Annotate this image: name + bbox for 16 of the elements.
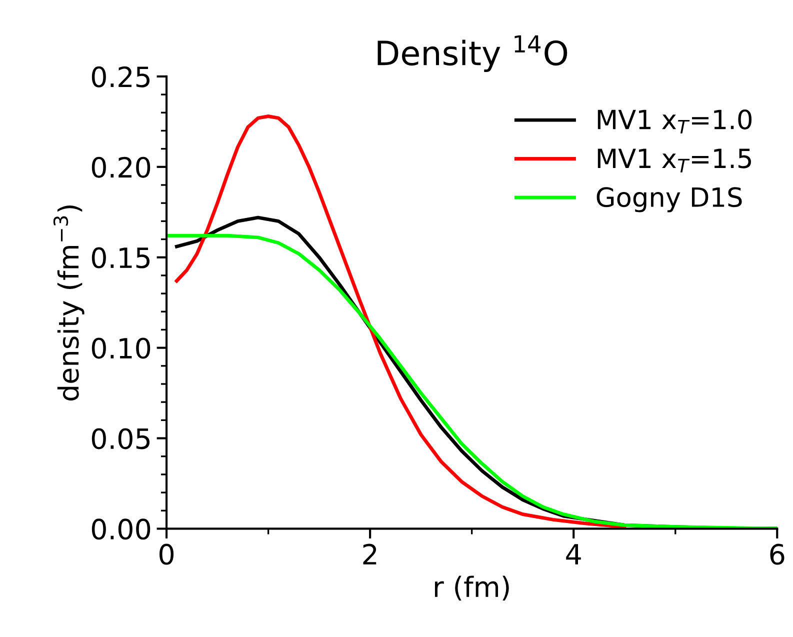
x-axis-title: r (fm) (434, 576, 509, 601)
y-tick-label: 0.25 (92, 66, 150, 88)
y-tick-label: 0.20 (92, 156, 150, 178)
y-tick-label: 0.00 (92, 518, 150, 540)
chart-title: Density $^{14}$O (378, 35, 568, 72)
y-tick-label: 0.05 (92, 428, 150, 450)
legend-label: MV1 x$_{T}$=1.0 (598, 109, 752, 134)
legend-label: Gogny D1S (596, 187, 742, 212)
x-tick-label: 0 (160, 544, 174, 565)
x-tick-label: 2 (363, 544, 376, 564)
y-tick-label: 0.15 (92, 247, 150, 268)
x-tick-label: 4 (566, 544, 581, 564)
y-axis-title: density (fm$^{−3}$) (53, 206, 84, 400)
y-tick-label: 0.10 (92, 338, 150, 359)
legend-label: MV1 x$_{T}$=1.5 (598, 148, 751, 172)
x-tick-label: 6 (770, 544, 784, 565)
